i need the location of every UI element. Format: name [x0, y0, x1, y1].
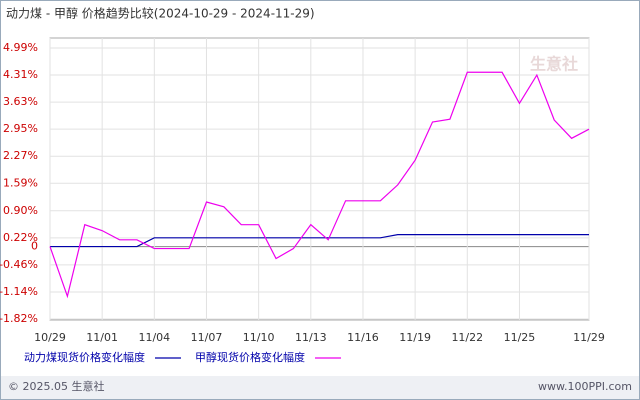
- y-tick-label: 0: [31, 240, 38, 253]
- y-tick-label: 0.90%: [3, 204, 38, 217]
- footer-right: www.100PPI.com: [538, 380, 632, 393]
- chart-title: 动力煤 - 甲醇 价格趋势比较(2024-10-29 - 2024-11-29): [6, 6, 315, 21]
- x-tick-label: 11/10: [243, 331, 275, 344]
- x-tick-label: 11/13: [295, 331, 327, 344]
- y-tick-label: -1.14%: [0, 285, 38, 298]
- y-tick-label: 2.95%: [3, 122, 38, 135]
- y-tick-label: 0.22%: [3, 231, 38, 244]
- series-line: [50, 234, 589, 248]
- series-line: [49, 71, 590, 299]
- x-tick-label: 11/01: [86, 331, 118, 344]
- y-tick-label: 1.59%: [3, 176, 38, 189]
- y-tick-label: 3.63%: [3, 95, 38, 108]
- legend-label: 动力煤现货价格变化幅度: [24, 350, 145, 364]
- y-tick-label: -0.46%: [0, 258, 38, 271]
- x-tick-label: 11/29: [573, 331, 605, 344]
- footer-band: [1, 376, 639, 399]
- y-tick-label: 2.27%: [3, 149, 38, 162]
- x-tick-label: 11/22: [451, 331, 483, 344]
- x-tick-label: 11/04: [138, 331, 170, 344]
- x-tick-label: 11/16: [347, 331, 379, 344]
- watermark: 生意社: [530, 55, 578, 74]
- y-tick-label: 4.31%: [3, 68, 38, 81]
- y-tick-label: 4.99%: [3, 41, 38, 54]
- x-tick-label: 11/07: [191, 331, 223, 344]
- y-tick-label: -1.82%: [0, 312, 38, 325]
- x-tick-label: 10/29: [34, 331, 66, 344]
- x-tick-label: 11/25: [504, 331, 536, 344]
- legend-label: 甲醇现货价格变化幅度: [195, 350, 305, 364]
- x-tick-label: 11/19: [399, 331, 431, 344]
- footer-left: © 2025.05 生意社: [8, 379, 104, 393]
